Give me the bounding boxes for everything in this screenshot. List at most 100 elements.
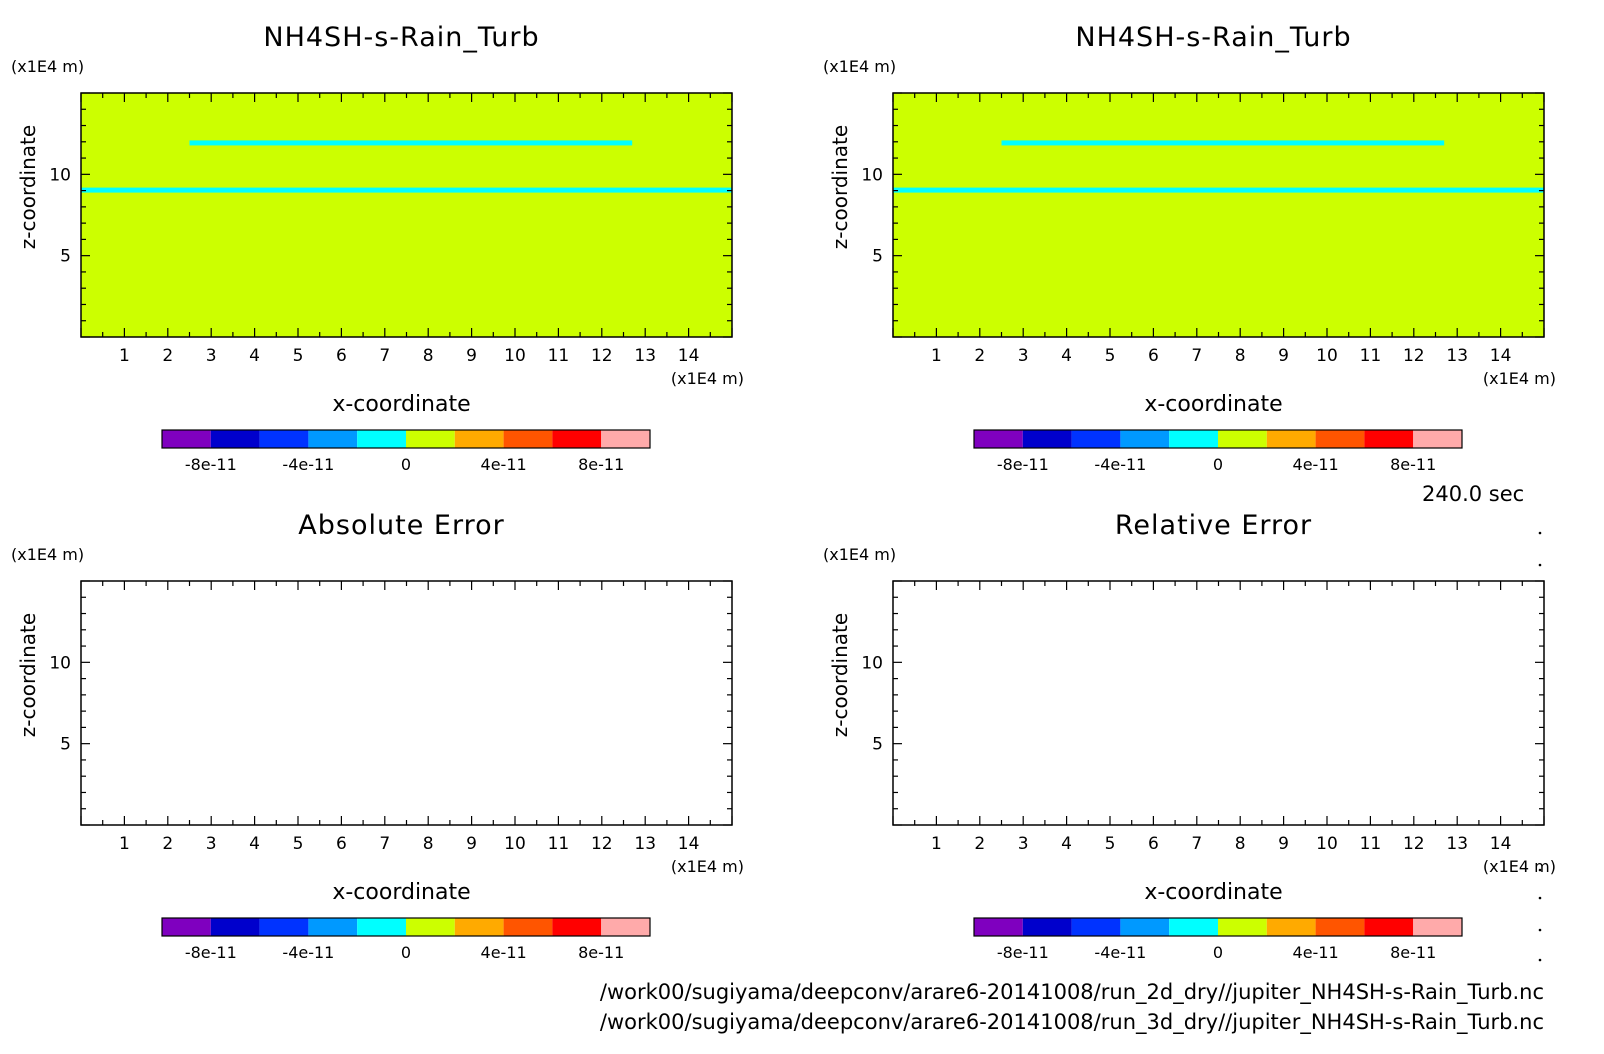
y-axis-label: z-coordinate bbox=[828, 613, 852, 737]
y-tick-label: 10 bbox=[49, 653, 71, 673]
x-tick-label: 14 bbox=[1490, 346, 1512, 366]
colorbar-tick-label: 4e-11 bbox=[1293, 943, 1339, 962]
x-tick-label: 2 bbox=[162, 834, 173, 854]
colorbar-segment bbox=[1071, 430, 1121, 448]
y-axis-label: z-coordinate bbox=[16, 613, 40, 737]
panel-2: NH4SH-s-Rain_Turb(x1E4 m)1 2 3 4 5 6 7 8 9 10 11 12… bbox=[823, 22, 1556, 474]
colorbar-tick-label: -8e-11 bbox=[997, 943, 1049, 962]
y-unit-label: (x1E4 m) bbox=[11, 57, 84, 76]
x-unit-label: (x1E4 m) bbox=[671, 857, 744, 876]
x-tick-label: 5 bbox=[1105, 834, 1116, 854]
x-tick-label: 6 bbox=[1148, 346, 1159, 366]
panel-1: NH4SH-s-Rain_Turb(x1E4 m)1 2 3 4 5 6 7 8 9 10 11 12… bbox=[11, 22, 744, 474]
colorbar-segment bbox=[162, 430, 211, 448]
colorbar-segment bbox=[259, 918, 309, 936]
stray-dot bbox=[1538, 958, 1542, 962]
colorbar-segment bbox=[1315, 918, 1365, 936]
colorbar-segment bbox=[1022, 430, 1072, 448]
colorbar-tick-label: 0 bbox=[401, 455, 411, 474]
x-tick-label: 2 bbox=[974, 346, 985, 366]
plot-area bbox=[893, 581, 1544, 825]
x-tick-label: 5 bbox=[1105, 346, 1116, 366]
y-tick-label: 5 bbox=[60, 735, 71, 755]
x-tick-label: 1 bbox=[119, 346, 130, 366]
x-tick-label: 11 bbox=[1360, 346, 1382, 366]
panel-title: Absolute Error bbox=[298, 510, 504, 541]
x-axis-label: x-coordinate bbox=[332, 392, 470, 417]
panel-title: NH4SH-s-Rain_Turb bbox=[1075, 22, 1351, 53]
colorbar-segment bbox=[1364, 918, 1414, 936]
x-unit-label: (x1E4 m) bbox=[1483, 857, 1556, 876]
colorbar-segment bbox=[406, 918, 455, 936]
panel-title: Relative Error bbox=[1115, 510, 1312, 541]
plot-area bbox=[893, 93, 1544, 337]
x-tick-label: 2 bbox=[162, 346, 173, 366]
x-tick-label: 10 bbox=[504, 346, 526, 366]
stray-dot bbox=[1538, 563, 1542, 567]
colorbar-segment bbox=[454, 430, 504, 448]
x-tick-label: 6 bbox=[1148, 834, 1159, 854]
x-tick-label: 9 bbox=[1278, 346, 1289, 366]
x-tick-label: 5 bbox=[293, 346, 304, 366]
colorbar-frame bbox=[161, 429, 651, 449]
contour-band-1 bbox=[189, 140, 633, 146]
colorbar-segment bbox=[308, 918, 358, 936]
colorbar-tick-label: -8e-11 bbox=[185, 943, 237, 962]
colorbar-tick-label: -4e-11 bbox=[1094, 943, 1146, 962]
x-tick-label: 12 bbox=[1403, 834, 1425, 854]
x-tick-label: 5 bbox=[293, 834, 304, 854]
colorbar-segment bbox=[1071, 918, 1121, 936]
colorbar-segment bbox=[210, 430, 260, 448]
x-tick-label: 14 bbox=[678, 346, 700, 366]
colorbar-segment bbox=[454, 918, 504, 936]
x-tick-label: 13 bbox=[634, 834, 656, 854]
panel-3: Absolute Error(x1E4 m)1 2 3 4 5 6 7 8 9 10 11 12 13 1… bbox=[11, 510, 744, 962]
x-axis-label: x-coordinate bbox=[1144, 392, 1282, 417]
x-tick-label: 7 bbox=[379, 834, 390, 854]
x-tick-label: 2 bbox=[974, 834, 985, 854]
x-tick-label: 6 bbox=[336, 346, 347, 366]
colorbar-segment bbox=[1120, 430, 1170, 448]
x-tick-label: 9 bbox=[1278, 834, 1289, 854]
y-unit-label: (x1E4 m) bbox=[823, 545, 896, 564]
x-tick-label: 4 bbox=[249, 834, 260, 854]
colorbar-frame bbox=[973, 917, 1463, 937]
colorbar-tick-label: 4e-11 bbox=[1293, 455, 1339, 474]
x-tick-label: 3 bbox=[1018, 346, 1029, 366]
panel-4: Relative Error(x1E4 m)1 2 3 4 5 6 7 8 9 10 11 12 13 1… bbox=[823, 510, 1556, 962]
y-tick-label: 5 bbox=[872, 735, 883, 755]
x-tick-label: 7 bbox=[1191, 346, 1202, 366]
colorbar-segment bbox=[974, 430, 1023, 448]
x-tick-label: 11 bbox=[548, 834, 570, 854]
stray-dot bbox=[1538, 868, 1542, 872]
colorbar-tick-label: -4e-11 bbox=[1094, 455, 1146, 474]
colorbar-tick-label: -4e-11 bbox=[282, 943, 334, 962]
colorbar-segment bbox=[552, 430, 602, 448]
y-tick-label: 5 bbox=[60, 247, 71, 267]
x-tick-label: 4 bbox=[1061, 834, 1072, 854]
colorbar-segment bbox=[1169, 430, 1218, 448]
colorbar-segment bbox=[1266, 918, 1316, 936]
x-tick-label: 11 bbox=[1360, 834, 1382, 854]
file-path-3d: /work00/sugiyama/deepconv/arare6-2014100… bbox=[599, 1010, 1544, 1034]
y-unit-label: (x1E4 m) bbox=[823, 57, 896, 76]
colorbar-tick-label: 8e-11 bbox=[578, 943, 624, 962]
colorbar-tick-label: 8e-11 bbox=[1390, 455, 1436, 474]
x-tick-label: 7 bbox=[379, 346, 390, 366]
colorbar-segment bbox=[1022, 918, 1072, 936]
colorbar-segment bbox=[1218, 430, 1267, 448]
x-tick-label: 10 bbox=[504, 834, 526, 854]
x-tick-label: 9 bbox=[466, 834, 477, 854]
colorbar: -8e-11 -4e-11 0 4e-11 8e-11 bbox=[973, 917, 1463, 962]
colorbar-segment bbox=[308, 430, 358, 448]
colorbar-segment bbox=[259, 430, 309, 448]
colorbar-tick-label: 0 bbox=[401, 943, 411, 962]
x-axis-label: x-coordinate bbox=[332, 880, 470, 905]
colorbar-tick-label: 0 bbox=[1213, 455, 1223, 474]
x-tick-label: 3 bbox=[1018, 834, 1029, 854]
x-tick-label: 3 bbox=[206, 346, 217, 366]
contour-band-1 bbox=[1001, 140, 1445, 146]
colorbar-segment bbox=[357, 918, 406, 936]
x-tick-label: 13 bbox=[634, 346, 656, 366]
x-unit-label: (x1E4 m) bbox=[1483, 369, 1556, 388]
